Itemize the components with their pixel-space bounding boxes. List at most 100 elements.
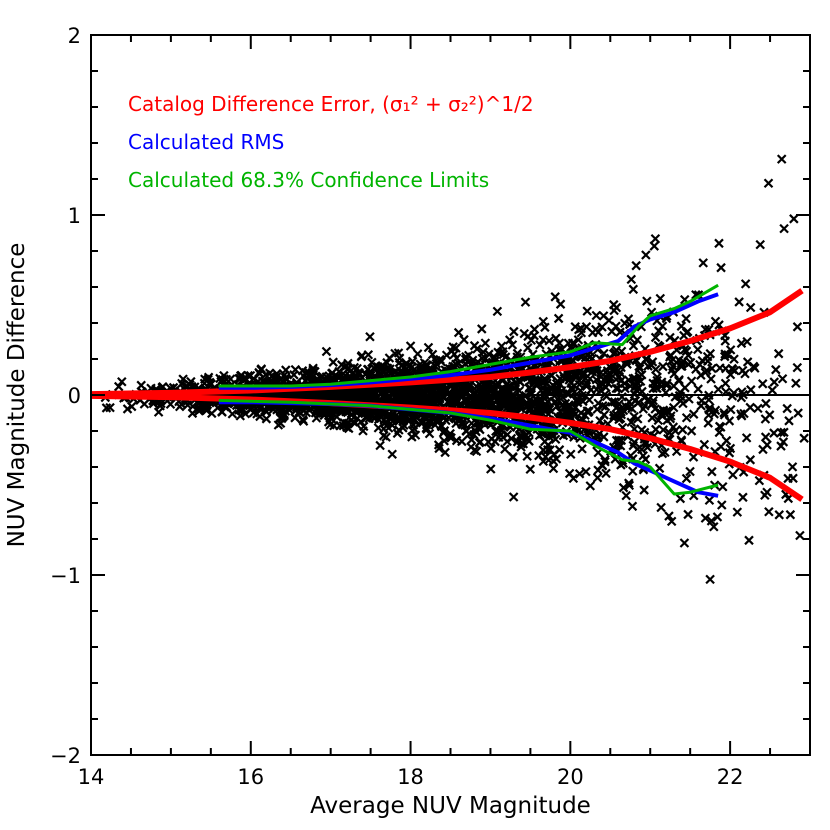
scatter-point [550, 292, 560, 302]
scatter-point [614, 435, 624, 445]
x-tick-label: 20 [557, 765, 584, 789]
scatter-point [795, 530, 805, 541]
scatter-point [105, 402, 115, 413]
scatter-point [275, 418, 286, 429]
scatter-point [621, 401, 631, 412]
scatter-point [471, 446, 482, 457]
scatter-point [631, 380, 642, 391]
scatter-point [268, 404, 279, 415]
scatter-point [601, 468, 611, 479]
scatter-point [779, 223, 789, 234]
scatter-point [705, 402, 715, 413]
scatter-point [492, 306, 503, 317]
scatter-point [585, 481, 596, 491]
scatter-point [742, 336, 752, 347]
scatter-point [604, 315, 614, 326]
scatter-point [679, 330, 689, 341]
scatter-point [703, 356, 713, 366]
scatter-point [600, 401, 611, 412]
scatter-point [592, 404, 602, 415]
scatter-point [400, 358, 411, 369]
scatter-point [256, 364, 267, 374]
scatter-point [522, 433, 532, 444]
scatter-point [547, 431, 558, 441]
scatter-point [738, 492, 748, 503]
scatter-point [792, 362, 803, 373]
scatter-point [508, 452, 518, 462]
scatter-point [692, 344, 703, 355]
scatter-point [607, 365, 618, 375]
scatter-point [624, 480, 635, 491]
scatter-point [713, 384, 724, 395]
scatter-point [531, 378, 542, 389]
scatter-point [363, 349, 374, 360]
scatter-point [658, 425, 669, 435]
scatter-point [776, 154, 787, 164]
scatter-point [289, 370, 299, 380]
scatter-point [725, 404, 736, 415]
y-tick-label: 2 [68, 24, 81, 48]
scatter-point [538, 445, 548, 455]
scatter-point [380, 389, 391, 399]
scatter-point [764, 506, 774, 517]
scatter-point [641, 250, 651, 260]
legend-entry-error-formula: (σ₁² + σ₂²)^1/2 [382, 92, 533, 116]
scatter-point [709, 521, 719, 532]
scatter-point [271, 368, 282, 379]
scatter-point [570, 321, 580, 332]
scatter-point [554, 445, 565, 455]
scatter-point [433, 440, 444, 450]
scatter-point [113, 381, 124, 392]
scatter-point [354, 406, 364, 416]
scatter-point [509, 326, 519, 337]
scatter-point [524, 383, 534, 394]
scatter-point [417, 363, 428, 373]
scatter-point [787, 462, 798, 472]
scatter-point [508, 492, 519, 502]
scatter-point [574, 469, 585, 479]
scatter-point [393, 348, 404, 358]
scatter-point [676, 358, 687, 368]
scatter-point [427, 396, 438, 406]
scatter-point [679, 538, 690, 548]
scatter-point [539, 374, 550, 384]
scatter-point [603, 378, 613, 389]
scatter-point [501, 384, 512, 395]
scatter-point [640, 401, 650, 411]
scatter-point [564, 468, 575, 479]
scatter-point [677, 424, 688, 435]
x-tick-label: 14 [78, 765, 105, 789]
scatter-point [512, 348, 523, 359]
scatter-point [789, 214, 799, 224]
scatter-point [625, 333, 636, 344]
scatter-point [783, 473, 793, 484]
scatter-point [654, 463, 665, 474]
scatter-point [634, 371, 644, 382]
scatter-point [696, 401, 706, 411]
scatter-point [640, 454, 651, 465]
scatter-point [431, 355, 441, 366]
scatter-point [566, 378, 576, 388]
x-tick-label: 22 [717, 765, 744, 789]
scatter-point [496, 341, 507, 351]
scatter-point [514, 386, 525, 396]
scatter-point [431, 358, 442, 369]
scatter-point [628, 341, 639, 351]
scatter-point [650, 332, 661, 343]
scatter-point [202, 399, 213, 410]
scatter-point [523, 343, 533, 353]
scatter-point [374, 410, 384, 420]
scatter-point [591, 310, 602, 321]
scatter-point [648, 378, 658, 389]
scatter-point [328, 357, 339, 367]
scatter-point [769, 377, 780, 387]
scatter-point [155, 401, 165, 411]
scatter-point [502, 436, 513, 447]
scatter-point [639, 485, 649, 495]
scatter-point [275, 405, 286, 416]
scatter-point [581, 466, 591, 477]
scatter-point [514, 376, 525, 387]
scatter-point [619, 378, 630, 389]
scatter-point [792, 322, 803, 332]
scatter-point [658, 361, 668, 372]
